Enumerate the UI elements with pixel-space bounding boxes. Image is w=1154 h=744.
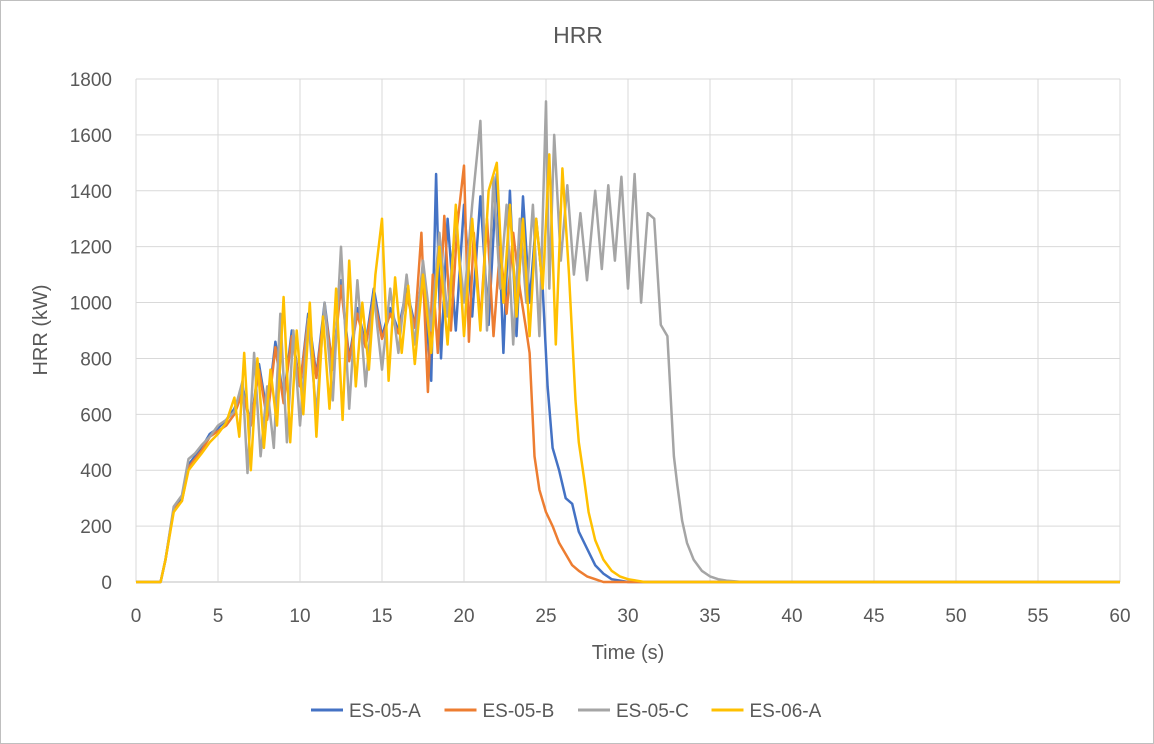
y-tick-label: 600: [80, 405, 112, 426]
x-tick-label: 25: [535, 606, 556, 627]
x-tick-label: 45: [863, 606, 884, 627]
y-tick-label: 1400: [70, 182, 112, 203]
legend: ES-05-A ES-05-B ES-05-C ES-06-A: [311, 701, 822, 722]
x-tick-label: 10: [289, 606, 310, 627]
x-tick-label: 15: [371, 606, 392, 627]
x-tick-label: 35: [699, 606, 720, 627]
y-tick-label: 400: [80, 461, 112, 482]
y-tick-label: 1000: [70, 294, 112, 315]
x-tick-label: 30: [617, 606, 638, 627]
legend-label-es-05-b: ES-05-B: [483, 701, 555, 722]
x-tick-label: 60: [1109, 606, 1130, 627]
x-tick-label: 20: [453, 606, 474, 627]
chart-title: HRR: [553, 22, 603, 48]
x-tick-label: 40: [781, 606, 802, 627]
y-axis-title: HRR (kW): [30, 284, 52, 375]
x-tick-label: 55: [1027, 606, 1048, 627]
gridlines: [135, 78, 1121, 583]
series-line-es-05-b: [136, 164, 1120, 584]
x-tick-label: 5: [213, 606, 224, 627]
x-tick-label: 50: [945, 606, 966, 627]
x-axis-title: Time (s): [592, 642, 665, 664]
legend-label-es-05-a: ES-05-A: [349, 701, 421, 722]
legend-label-es-06-a: ES-06-A: [750, 701, 822, 722]
legend-label-es-05-c: ES-05-C: [616, 701, 689, 722]
y-tick-label: 1600: [70, 126, 112, 147]
y-tick-label: 1800: [70, 70, 112, 91]
x-tick-label: 0: [131, 606, 142, 627]
tick-labels: 0 200 400 600 800 1000 1200 1400 1600 1800 0 5 10 15 2…: [70, 70, 1131, 627]
y-tick-label: 0: [101, 573, 112, 594]
series-lines: [136, 100, 1120, 584]
y-tick-label: 1200: [70, 238, 112, 259]
y-tick-label: 800: [80, 349, 112, 370]
y-tick-label: 200: [80, 517, 112, 538]
series-line-es-06-a: [136, 153, 1120, 584]
